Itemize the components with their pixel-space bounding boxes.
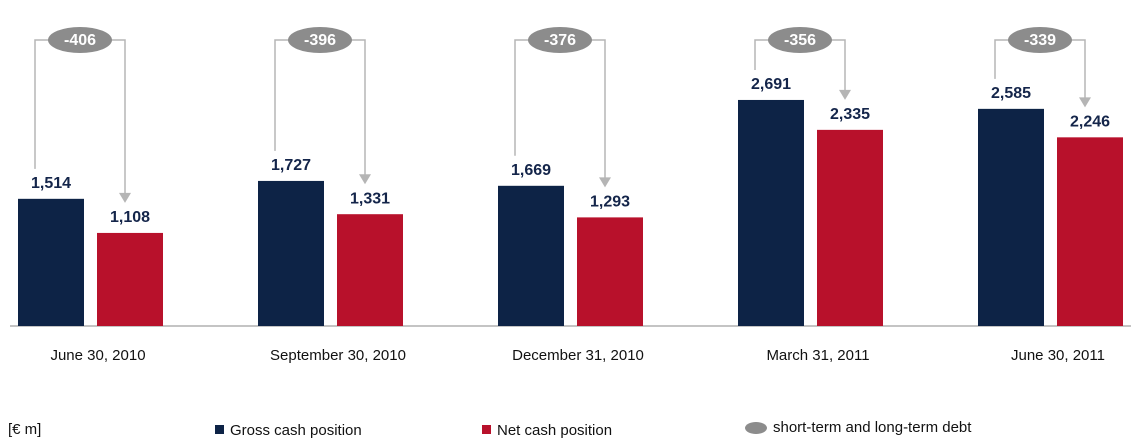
arrow-head xyxy=(359,174,371,185)
bar xyxy=(978,108,1044,326)
value-label: 2,246 xyxy=(1070,114,1110,131)
arrow-head xyxy=(119,192,131,203)
bar xyxy=(738,99,804,327)
arrow-head xyxy=(1079,97,1091,108)
x-tick-label: September 30, 2010 xyxy=(270,347,406,364)
value-label: 1,108 xyxy=(110,209,150,226)
value-label: 1,514 xyxy=(31,175,71,192)
value-label: 2,335 xyxy=(830,106,870,123)
bar xyxy=(1057,137,1123,326)
bracket xyxy=(514,39,606,180)
arrow-head xyxy=(839,89,851,100)
arrow-head xyxy=(599,177,611,188)
bar xyxy=(337,214,403,326)
value-label: 2,691 xyxy=(751,76,791,93)
legend-label: Net cash position xyxy=(497,422,612,438)
legend-swatch xyxy=(482,425,491,434)
bar xyxy=(18,198,84,326)
x-tick-label: June 30, 2010 xyxy=(50,347,145,364)
value-label: 2,585 xyxy=(991,85,1031,102)
legend-label: short-term and long-term debt xyxy=(773,419,972,436)
debt-label: -406 xyxy=(64,32,96,49)
value-label: 1,331 xyxy=(350,190,390,207)
debt-ellipse xyxy=(768,27,832,53)
value-label: 1,727 xyxy=(271,157,311,174)
bracket xyxy=(34,39,126,195)
unit-label: [€ m] xyxy=(8,421,41,438)
bar xyxy=(817,129,883,326)
debt-label: -376 xyxy=(544,32,576,49)
bar xyxy=(97,232,163,326)
x-tick-label: December 31, 2010 xyxy=(512,347,644,364)
debt-label: -356 xyxy=(784,32,816,49)
bracket xyxy=(274,39,366,177)
legend-swatch xyxy=(745,422,767,434)
x-tick-label: March 31, 2011 xyxy=(766,347,869,364)
value-label: 1,669 xyxy=(511,162,551,179)
debt-ellipse xyxy=(288,27,352,53)
legend-label: Gross cash position xyxy=(230,422,362,438)
x-tick-label: June 30, 2011 xyxy=(1011,347,1105,364)
value-label: 1,293 xyxy=(590,194,630,211)
debt-ellipse xyxy=(1008,27,1072,53)
debt-label: -339 xyxy=(1024,32,1056,49)
debt-ellipse xyxy=(528,27,592,53)
bar xyxy=(258,180,324,326)
legend-swatch xyxy=(215,425,224,434)
bar xyxy=(498,185,564,326)
debt-ellipse xyxy=(48,27,112,53)
debt-label: -396 xyxy=(304,32,336,49)
bar xyxy=(577,217,643,326)
